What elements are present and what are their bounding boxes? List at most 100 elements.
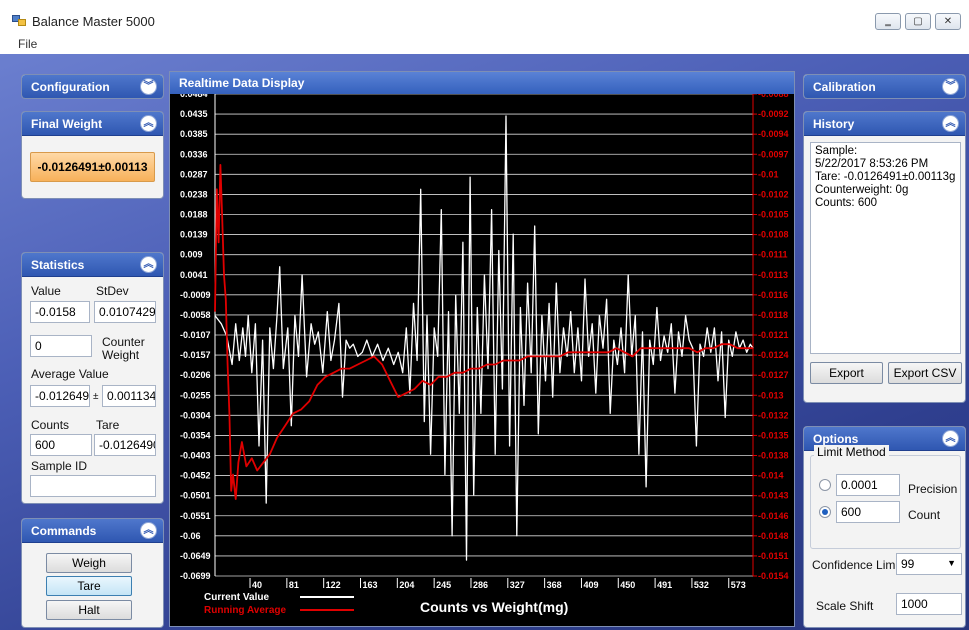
y-right-tick-label: -0.0092 [758, 109, 789, 119]
y-right-tick-label: -0.0146 [758, 511, 789, 521]
y-left-tick-label: -0.0452 [180, 471, 211, 481]
configuration-title: Configuration [31, 80, 110, 94]
count-label: Count [908, 508, 941, 522]
chevron-up-icon[interactable]: ︽ [140, 522, 157, 539]
y-right-tick-label: -0.0113 [758, 270, 788, 280]
final-weight-header[interactable]: Final Weight ︽ [22, 112, 163, 136]
average-value-field[interactable]: -0.0126490 [30, 385, 90, 407]
minimize-button[interactable]: ‗ [875, 13, 901, 30]
series-line-running-average [214, 164, 753, 500]
confidence-limit-value: 99 [901, 557, 915, 571]
history-header[interactable]: History ︽ [804, 112, 965, 136]
chevron-down-icon[interactable]: ︾ [942, 78, 959, 95]
statistics-header[interactable]: Statistics ︽ [22, 253, 163, 277]
menu-bar: File [0, 34, 969, 54]
options-title: Options [813, 432, 859, 446]
final-weight-panel: Final Weight ︽ -0.0126491±0.00113 [21, 111, 164, 199]
configuration-header[interactable]: Configuration ︾ [22, 75, 163, 98]
export-csv-button[interactable]: Export CSV [888, 362, 962, 384]
y-right-tick-label: -0.0138 [758, 451, 789, 461]
average-value-label: Average Value [31, 367, 109, 381]
x-tick-label: 204 [399, 580, 414, 590]
scale-shift-label: Scale Shift [816, 599, 874, 613]
y-right-tick-label: -0.0121 [758, 330, 789, 340]
limit-method-label: Limit Method [814, 445, 889, 459]
export-button[interactable]: Export [810, 362, 883, 384]
menu-file[interactable]: File [18, 37, 38, 51]
tare-button[interactable]: Tare [46, 576, 132, 596]
precision-field[interactable]: 0.0001 [836, 474, 900, 496]
chevron-down-icon[interactable]: ︾ [140, 78, 157, 95]
y-left-tick-label: -0.0551 [180, 511, 211, 521]
weigh-button[interactable]: Weigh [46, 553, 132, 573]
precision-radio[interactable] [819, 479, 831, 491]
y-right-tick-label: -0.0143 [758, 491, 789, 501]
value-field[interactable]: -0.0158 [30, 301, 90, 323]
x-tick-label: 573 [731, 580, 746, 590]
y-left-tick-label: -0.0157 [180, 350, 211, 360]
statistics-title: Statistics [31, 258, 85, 272]
y-right-tick-label: -0.0094 [758, 129, 789, 139]
calibration-header[interactable]: Calibration ︾ [804, 75, 965, 98]
y-left-tick-label: 0.0336 [180, 149, 208, 159]
commands-header[interactable]: Commands ︽ [22, 519, 163, 543]
chevron-up-icon[interactable]: ︽ [942, 430, 959, 447]
x-tick-label: 491 [657, 580, 672, 590]
x-tick-label: 409 [583, 580, 598, 590]
y-left-tick-label: -0.0403 [180, 451, 211, 461]
chevron-up-icon[interactable]: ︽ [942, 115, 959, 132]
confidence-limit-label: Confidence Limit [812, 558, 902, 572]
count-field[interactable]: 600 [836, 501, 900, 523]
close-button[interactable]: ✕ [935, 13, 961, 30]
history-title: History [813, 117, 855, 131]
counter-weight-field[interactable]: 0 [30, 335, 92, 357]
plus-minus-label: ± [93, 391, 99, 402]
legend-running-average-label: Running Average [204, 605, 286, 616]
y-right-tick-label: -0.0135 [758, 430, 789, 440]
y-right-tick-label: -0.013 [758, 390, 784, 400]
stdev-field[interactable]: 0.01074295 [94, 301, 156, 323]
dropdown-arrow-icon[interactable]: ▼ [947, 558, 956, 568]
final-weight-title: Final Weight [31, 117, 103, 131]
maximize-button[interactable]: ▢ [905, 13, 931, 30]
y-left-tick-label: 0.0435 [180, 109, 208, 119]
y-left-tick-label: 0.0385 [180, 129, 208, 139]
count-radio[interactable] [819, 506, 831, 518]
x-tick-label: 81 [289, 580, 299, 590]
history-line: Counterweight: 0g [815, 184, 909, 196]
sample-id-label: Sample ID [31, 459, 88, 473]
y-right-tick-label: -0.0097 [758, 149, 789, 159]
title-bar: Balance Master 5000 ‗ ▢ ✕ [0, 0, 969, 34]
x-tick-label: 245 [436, 580, 451, 590]
halt-button[interactable]: Halt [46, 600, 132, 620]
calibration-title: Calibration [813, 80, 876, 94]
counts-field[interactable]: 600 [30, 434, 92, 456]
history-log[interactable]: Sample: 5/22/2017 8:53:26 PM Tare: -0.01… [810, 142, 961, 354]
average-error-field[interactable]: 0.001134 [102, 385, 156, 407]
chevron-up-icon[interactable]: ︽ [140, 115, 157, 132]
x-tick-label: 327 [510, 580, 525, 590]
x-tick-label: 40 [252, 580, 262, 590]
sample-id-field[interactable] [30, 475, 156, 497]
x-tick-label: 163 [363, 580, 378, 590]
y-left-tick-label: -0.0304 [180, 410, 211, 420]
y-right-tick-label: -0.0118 [758, 310, 788, 320]
value-label: Value [31, 284, 61, 298]
y-right-tick-label: -0.0127 [758, 370, 789, 380]
y-left-tick-label: 0.0238 [180, 189, 208, 199]
x-tick-label: 368 [547, 580, 562, 590]
x-tick-label: 286 [473, 580, 488, 590]
y-left-tick-label: -0.0649 [180, 551, 211, 561]
y-right-tick-label: -0.0102 [758, 189, 789, 199]
y-right-tick-label: -0.0111 [758, 250, 788, 260]
y-right-tick-label: -0.0124 [758, 350, 789, 360]
tare-field[interactable]: -0.0126490 [94, 434, 156, 456]
statistics-panel: Statistics ︽ Value StDev -0.0158 0.01074… [21, 252, 164, 504]
chevron-up-icon[interactable]: ︽ [140, 256, 157, 273]
y-right-tick-label: -0.0116 [758, 290, 788, 300]
y-left-tick-label: -0.0699 [180, 571, 211, 581]
y-left-tick-label: 0.0188 [180, 210, 208, 220]
y-left-tick-label: -0.0354 [180, 430, 211, 440]
scale-shift-field[interactable]: 1000 [896, 593, 962, 615]
confidence-limit-select[interactable]: 99 ▼ [896, 553, 962, 575]
